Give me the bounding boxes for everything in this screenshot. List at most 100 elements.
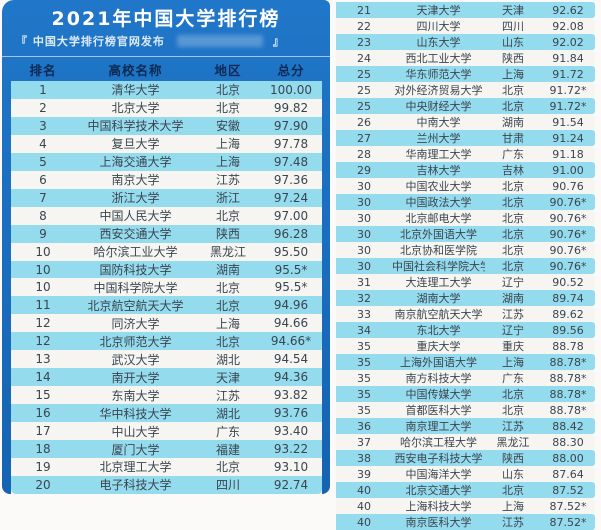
cell-region: 山东 [502,36,524,49]
cell-score: 97.00 [273,208,309,223]
cell-university-name: 湖南大学 [416,292,461,305]
cell-region: 黑龙江 [496,436,530,449]
cell-university-name: 中国政法大学 [405,196,472,209]
cell-region: 上海 [502,68,524,81]
cell-score: 97.36 [273,172,309,187]
cell-score: 88.00 [552,451,584,465]
cell-region: 福建 [215,442,240,457]
cell-rank: 12 [35,316,51,331]
column-header-university: 高校名称 [108,62,163,78]
cell-region: 湖南 [502,292,524,305]
cell-university-name: 东南大学 [111,388,160,403]
cell-rank: 35 [357,403,371,417]
cell-region: 北京 [502,388,524,401]
cell-rank: 3 [39,118,47,133]
table-row: 30 北京外国语大学 北京 90.76* [336,226,595,242]
cell-region: 北京 [215,209,240,224]
cell-university-name: 中山大学 [111,424,160,439]
column-header-score: 总分 [277,62,305,78]
table-row: 30 中国社会科学院大学 北京 90.76* [336,258,595,274]
cell-region: 陕西 [502,452,524,465]
cell-score: 95.5* [274,262,308,277]
table-row: 20 电子科技大学 四川 92.74 [11,475,322,494]
cell-score: 94.66 [273,316,309,331]
cell-university-name: 南京航空航天大学 [394,308,483,321]
cell-university-name: 北京师范大学 [99,334,172,349]
cell-region: 江苏 [215,388,240,403]
table-row: 30 北京邮电大学 北京 90.76* [336,210,595,226]
cell-region: 上海 [502,356,524,369]
cell-rank: 10 [35,244,51,259]
cell-region: 湖南 [502,116,524,129]
table-row: 35 重庆大学 重庆 88.78 [336,338,595,354]
table-row: 25 对外经济贸易大学 北京 91.72* [336,82,595,98]
cell-score: 88.78 [552,339,584,353]
cell-region: 湖北 [215,406,240,421]
cell-university-name: 兰州大学 [416,132,461,145]
table-row: 31 大连理工大学 辽宁 90.52 [336,274,595,290]
cell-rank: 32 [357,291,371,305]
cell-university-name: 南开大学 [111,370,160,385]
table-row: 40 南京医科大学 江苏 87.52* [336,514,595,530]
cell-university-name: 东北大学 [416,324,461,337]
cell-university-name: 北京航空航天大学 [87,298,184,313]
cell-rank: 20 [35,477,51,492]
table-row: 3 中国科学技术大学 安徽 97.90 [11,116,322,135]
redacted-blur-patch [176,35,263,47]
cell-university-name: 华中科技大学 [99,406,172,421]
cell-region: 北京 [502,244,524,257]
table-row: 28 华南理工大学 广东 91.18 [336,146,595,162]
table-row: 26 中南大学 湖南 91.54 [336,114,595,130]
table-row: 22 四川大学 四川 92.08 [336,18,595,34]
cell-score: 91.54 [552,115,584,129]
cell-score: 91.00 [552,163,584,177]
cell-score: 94.54 [273,352,309,367]
table-row: 9 西安交通大学 陕西 96.28 [11,224,322,243]
cell-university-name: 北京理工大学 [99,460,172,475]
cell-rank: 9 [39,226,47,241]
table-row: 15 东南大学 江苏 93.82 [11,386,322,405]
cell-score: 93.40 [273,424,309,439]
cell-rank: 24 [357,51,371,65]
cell-university-name: 山东大学 [416,36,461,49]
cell-university-name: 西安交通大学 [99,227,172,242]
cell-university-name: 上海科技大学 [405,500,472,513]
cell-score: 89.62 [552,307,584,321]
cell-university-name: 中南大学 [416,116,461,129]
cell-university-name: 上海外国语大学 [400,356,477,369]
table-row: 33 南京航空航天大学 江苏 89.62 [336,306,595,322]
column-header-rank: 排名 [29,62,57,78]
cell-university-name: 中国科学技术大学 [87,119,184,134]
cell-region: 北京 [502,260,524,273]
cell-region: 北京 [215,298,240,313]
table-row: 12 北京师范大学 北京 94.66* [11,332,322,351]
cell-rank: 28 [357,147,371,161]
cell-university-name: 北京交通大学 [405,484,472,497]
cell-university-name: 复旦大学 [111,137,160,152]
cell-score: 88.30 [552,435,584,449]
subtitle-text: 『 中国大学排行榜官网发布 [16,35,165,48]
cell-university-name: 北京外国语大学 [400,228,477,241]
cell-region: 广东 [502,148,524,161]
cell-university-name: 中国科学院大学 [93,280,178,295]
panel-header: 2021年中国大学排行榜 『 中国大学排行榜官网发布 』 [2,0,330,56]
right-ranking-panel: 21 天津大学 天津 92.62 22 四川大学 四川 92.08 23 山东大… [336,2,595,530]
cell-university-name: 中央财经大学 [405,100,472,113]
cell-region: 上海 [215,137,240,152]
cell-university-name: 华南理工大学 [405,148,472,161]
cell-score: 87.52* [549,499,587,513]
cell-university-name: 中国农业大学 [405,180,472,193]
cell-rank: 15 [35,388,51,403]
table-row: 1 清华大学 北京 100.00 [11,81,322,99]
cell-university-name: 北京大学 [111,101,160,116]
cell-university-name: 中国传媒大学 [405,388,472,401]
cell-rank: 31 [357,275,371,289]
cell-university-name: 中国社会科学院大学 [392,260,485,273]
table-row: 35 南方科技大学 广东 88.78* [336,370,595,386]
table-row: 10 哈尔滨工业大学 黑龙江 95.50 [11,242,322,261]
cell-score: 87.52 [552,483,584,497]
cell-rank: 30 [357,259,371,273]
cell-region: 北京 [502,228,524,241]
cell-region: 江苏 [502,308,524,321]
cell-university-name: 清华大学 [111,83,160,98]
